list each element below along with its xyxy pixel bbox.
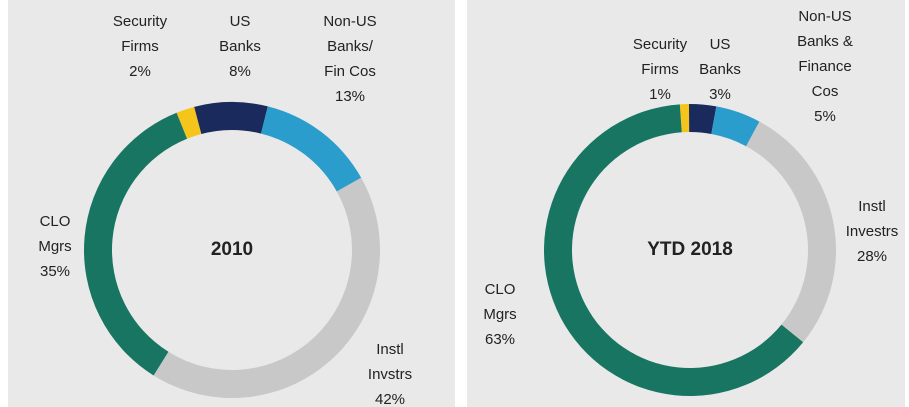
value-label: 42% (375, 391, 405, 407)
label-line: Firms (121, 38, 159, 55)
label-line: Banks (699, 61, 741, 78)
label-line: Finance (798, 58, 851, 75)
donut-slice (194, 102, 268, 134)
value-label: 8% (229, 63, 251, 80)
donut-slice (688, 103, 717, 134)
donut-slice (84, 112, 188, 376)
label-line: Mgrs (38, 238, 71, 255)
value-label: 63% (485, 331, 515, 348)
label-line: Mgrs (483, 306, 516, 323)
slice-label: Non-US Banks & Finance Cos (797, 8, 853, 100)
chart-title: 2010 (211, 239, 253, 260)
label-line: Banks/ (327, 38, 374, 55)
label-line: Non-US (798, 8, 851, 25)
label-line: Banks & (797, 33, 853, 50)
label-line: Instl (376, 341, 404, 358)
slice-label: Security Firms (113, 13, 168, 55)
donut-slice (261, 106, 362, 192)
label-line: CLO (485, 281, 516, 298)
label-line: Fin Cos (324, 63, 376, 80)
donut-slice (153, 177, 380, 398)
label-line: Security (113, 13, 168, 30)
donut-slice (711, 106, 760, 147)
label-line: Instl (858, 198, 886, 215)
value-label: 1% (649, 86, 671, 103)
label-line: Banks (219, 38, 261, 55)
donut-slice (176, 106, 202, 139)
donut-slice (543, 104, 804, 397)
value-label: 13% (335, 88, 365, 105)
label-line: CLO (40, 213, 71, 230)
label-line: Non-US (323, 13, 376, 30)
label-line: Security (633, 36, 688, 53)
slice-label: Instl Invstrs (368, 341, 412, 383)
slice-label: US Banks (699, 36, 741, 78)
label-line: Invstrs (368, 366, 412, 383)
label-line: Investrs (846, 223, 899, 240)
donut-slice (679, 104, 690, 133)
value-label: 2% (129, 63, 151, 80)
chart-title: YTD 2018 (647, 239, 733, 260)
value-label: 35% (40, 263, 70, 280)
slice-label: Security Firms (633, 36, 688, 78)
value-label: 3% (709, 86, 731, 103)
donut-slice (746, 121, 837, 343)
slice-label: CLO Mgrs (38, 213, 71, 255)
panel (467, 0, 905, 407)
label-line: US (230, 13, 251, 30)
label-line: Firms (641, 61, 679, 78)
panel (8, 0, 455, 407)
value-label: 28% (857, 248, 887, 265)
slice-label: US Banks (219, 13, 261, 55)
label-line: US (710, 36, 731, 53)
value-label: 5% (814, 108, 836, 125)
label-line: Cos (812, 83, 839, 100)
slice-label: Instl Investrs (846, 198, 899, 240)
slice-label: CLO Mgrs (483, 281, 516, 323)
slice-label: Non-US Banks/Fin Cos (323, 13, 376, 80)
